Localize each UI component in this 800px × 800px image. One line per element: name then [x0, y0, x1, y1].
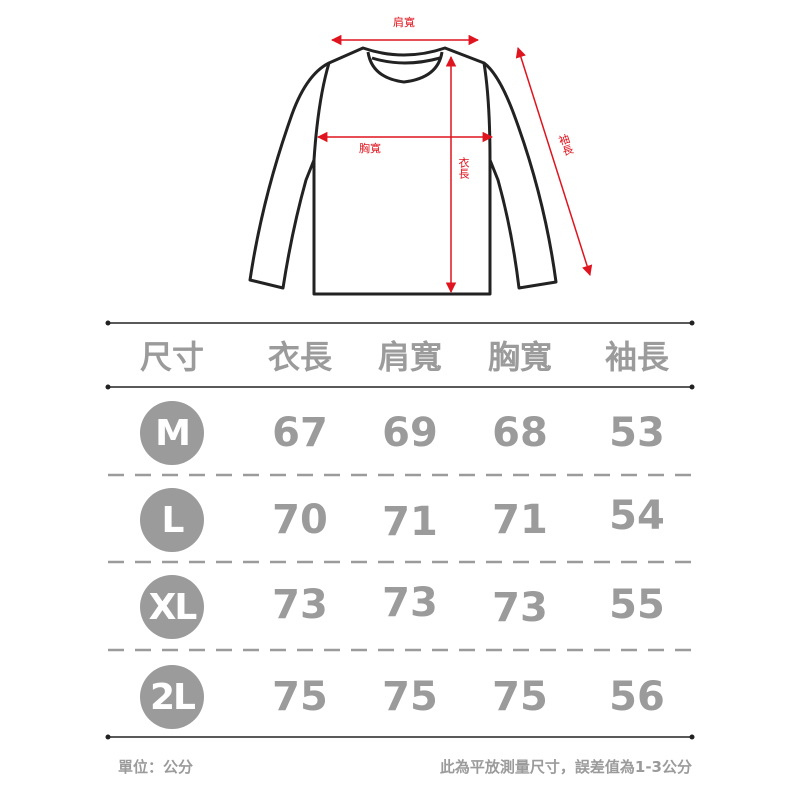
- cell: 70: [272, 497, 328, 543]
- cell: 75: [272, 674, 328, 720]
- cell: 68: [492, 410, 548, 456]
- sweater-outline: [248, 46, 558, 296]
- cell: 75: [492, 674, 548, 720]
- cell: 71: [382, 499, 438, 545]
- header-sleeve: 袖長: [604, 338, 670, 376]
- table-lines: [108, 322, 692, 738]
- unit-note: 單位：公分: [118, 758, 194, 776]
- header-shoulder: 肩寬: [377, 338, 443, 376]
- size-badge-xl: XL: [140, 575, 204, 639]
- cell: 67: [272, 410, 328, 456]
- header-size: 尺寸: [139, 338, 205, 376]
- measurement-note: 此為平放測量尺寸，誤差值為1-3公分: [439, 758, 692, 776]
- header-length: 衣長: [267, 338, 333, 376]
- cell: 56: [609, 674, 665, 720]
- shoulder-label: 肩寬: [393, 16, 415, 29]
- cell: 73: [382, 580, 438, 626]
- cell: 73: [492, 585, 548, 631]
- cell: 53: [609, 410, 665, 456]
- header-chest: 胸寬: [487, 338, 553, 376]
- length-label: 衣長: [457, 157, 470, 179]
- cell: 55: [609, 582, 665, 628]
- cell: 73: [272, 582, 328, 628]
- size-badge-m: M: [140, 401, 204, 465]
- chest-label: 胸寬: [359, 142, 381, 155]
- cell: 69: [382, 410, 438, 456]
- measure-arrows: [316, 34, 593, 294]
- cell: 71: [492, 497, 548, 543]
- cell: 54: [609, 493, 665, 539]
- size-badge-2l: 2L: [140, 665, 204, 729]
- row-dividers: [108, 473, 692, 652]
- cell: 75: [382, 674, 438, 720]
- size-badge-l: L: [140, 488, 204, 552]
- sleeve-arrow: [515, 46, 593, 277]
